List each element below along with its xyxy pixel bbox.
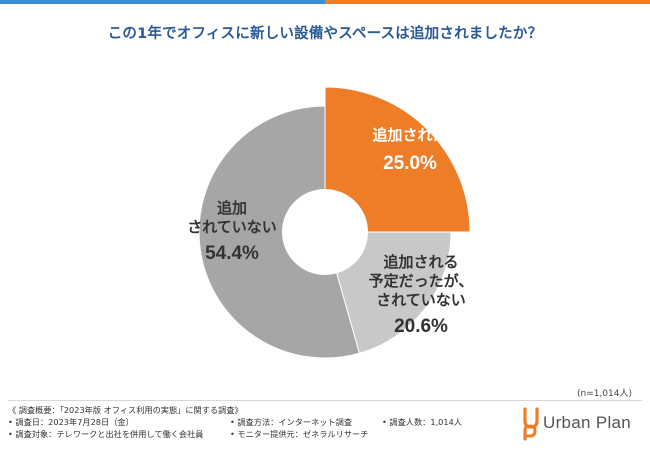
slice-value-label: 20.6% <box>394 316 448 337</box>
survey-count: • 調査人数：1,014人 <box>382 417 462 427</box>
slice-label-line: 追加される <box>383 253 458 271</box>
donut-hole <box>282 189 368 275</box>
slice-label-0: 追加された 25.0% <box>372 126 447 174</box>
urban-plan-logo-icon <box>523 407 539 441</box>
slice-value-label: 25.0% <box>383 153 437 174</box>
slice-label-line: 追加 <box>217 199 247 217</box>
slice-value-label: 54.4% <box>205 243 259 264</box>
chart-title: この1年でオフィスに新しい設備やスペースは追加されましたか？ <box>107 26 543 42</box>
top-accent-bar-orange <box>325 0 650 4</box>
slice-label-line: 追加された <box>372 126 447 144</box>
urban-plan-logo-text: Urban Plan <box>543 413 632 432</box>
survey-target: • 調査対象：テレワークと出社を併用して働く会社員 <box>8 429 204 439</box>
slice-label-line: 予定だったが、 <box>369 272 474 290</box>
survey-method: • 調査方法：インターネット調査 <box>230 417 353 427</box>
slice-label-line: されていない <box>376 291 466 309</box>
urban-plan-logo: Urban Plan <box>521 404 646 444</box>
monitor-provider: • モニター提供元：ゼネラルリサーチ <box>230 429 369 439</box>
donut-chart: 追加された25.0%追加される予定だったが、されていない20.6%追加されていな… <box>187 86 474 359</box>
slice-label-line: されていない <box>187 218 277 236</box>
top-accent-bar-blue <box>0 0 325 4</box>
pie-slice-2 <box>198 105 361 359</box>
survey-date: • 調査日：2023年7月28日（金） <box>8 417 134 427</box>
pie-slice-0 <box>324 86 471 233</box>
sample-size: (n=1,014人) <box>576 389 632 399</box>
pie-slice-1 <box>324 231 452 354</box>
footer-divider <box>8 400 642 401</box>
survey-overview: 《 調査概要：「2023年版 オフィス利用の実態」に関する調査》 <box>8 405 243 415</box>
